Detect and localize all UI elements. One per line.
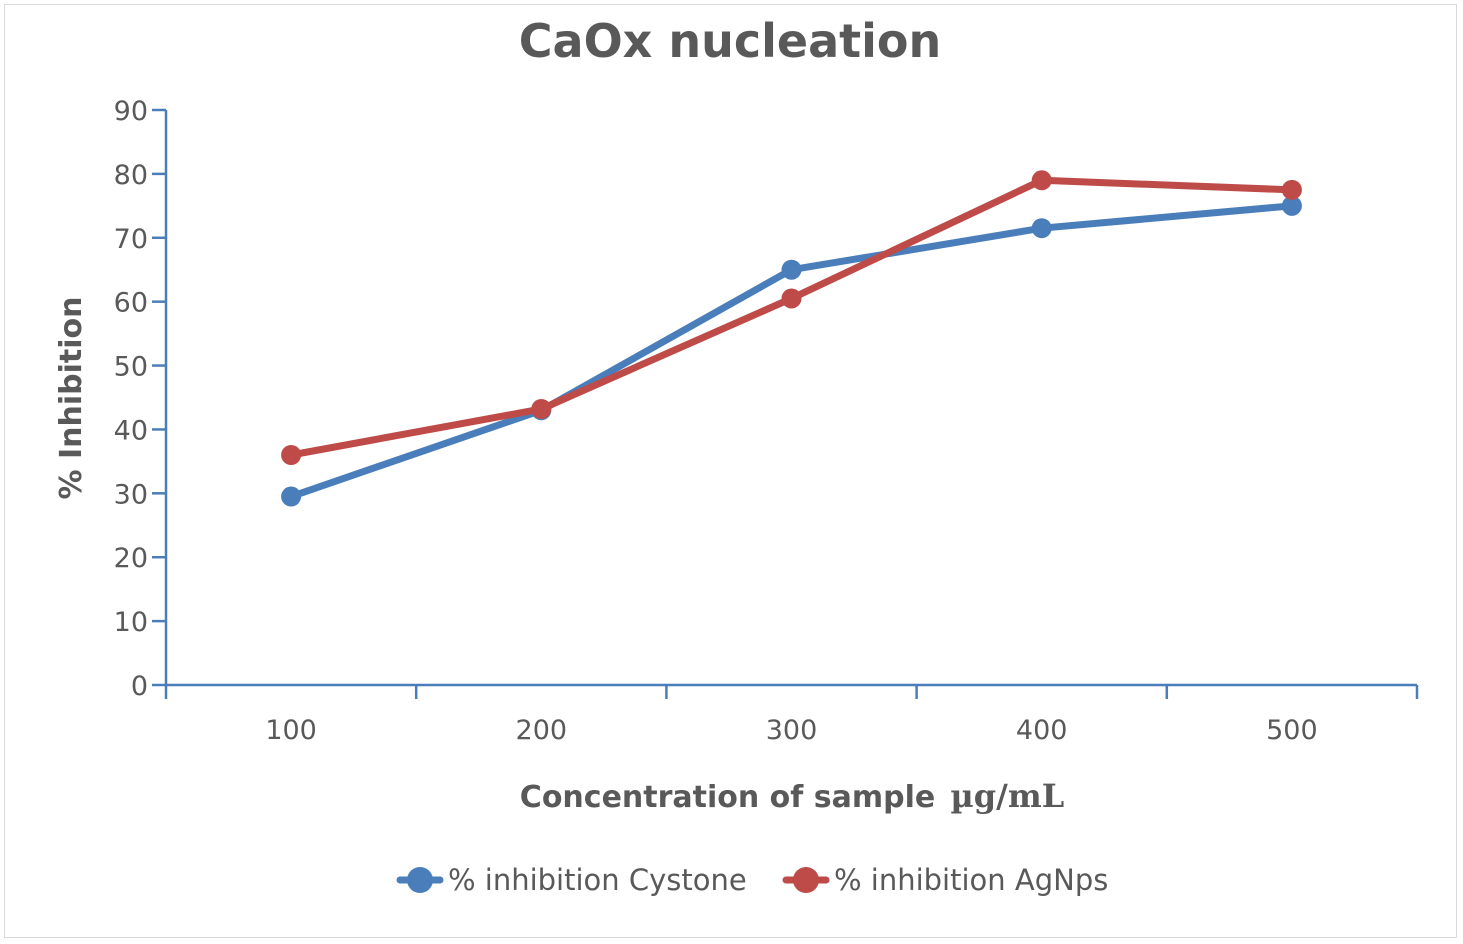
chart-frame <box>4 4 1457 938</box>
legend-swatch-marker <box>407 867 433 893</box>
x-axis-label-text: Concentration of sample <box>520 780 935 815</box>
axes: 0 10 20 30 40 50 60 70 80 90 100 200 300 400 500 <box>114 96 1419 746</box>
data-point <box>1031 170 1052 191</box>
x-tick-label: 400 <box>1016 715 1068 746</box>
data-point <box>1031 218 1052 239</box>
legend-item-2: % inhibition AgNps <box>782 863 1108 897</box>
data-point <box>1281 195 1302 216</box>
y-tick-label: 80 <box>114 160 148 191</box>
y-tick-label: 40 <box>114 415 148 446</box>
y-tick-label: 50 <box>114 352 148 383</box>
x-tick-label: 500 <box>1266 715 1318 746</box>
legend-item-1: % inhibition Cystone <box>396 863 747 897</box>
series-line <box>287 202 1296 501</box>
data-point <box>781 288 802 309</box>
series-2 <box>281 170 1302 465</box>
legend: % inhibition Cystone % inhibition AgNps <box>396 863 1108 897</box>
y-tick-label: 30 <box>114 479 148 510</box>
x-axis-label-unit: µg/mL <box>950 777 1064 815</box>
chart-title: CaOx nucleation <box>519 14 941 68</box>
legend-swatch-marker <box>793 867 819 893</box>
data-point <box>1281 179 1302 200</box>
y-tick-label: 60 <box>114 288 148 319</box>
series-1 <box>281 195 1302 507</box>
legend-label: % inhibition Cystone <box>448 863 747 897</box>
x-tick-label: 200 <box>516 715 568 746</box>
series-layer <box>281 170 1302 507</box>
data-point <box>531 399 552 419</box>
y-axis-label: % Inhibition <box>54 296 89 499</box>
y-tick-label: 10 <box>114 607 148 638</box>
x-tick-label: 300 <box>766 715 818 746</box>
data-point <box>781 259 802 280</box>
data-point <box>281 445 302 465</box>
y-tick-label: 90 <box>114 96 148 127</box>
data-point <box>281 486 302 507</box>
x-axis-label: Concentration of sample µg/mL <box>520 777 1064 815</box>
y-tick-label: 0 <box>131 671 148 702</box>
y-tick-label: 70 <box>114 224 148 255</box>
y-tick-label: 20 <box>114 543 148 574</box>
legend-label: % inhibition AgNps <box>834 863 1108 897</box>
x-tick-label: 100 <box>265 715 317 746</box>
